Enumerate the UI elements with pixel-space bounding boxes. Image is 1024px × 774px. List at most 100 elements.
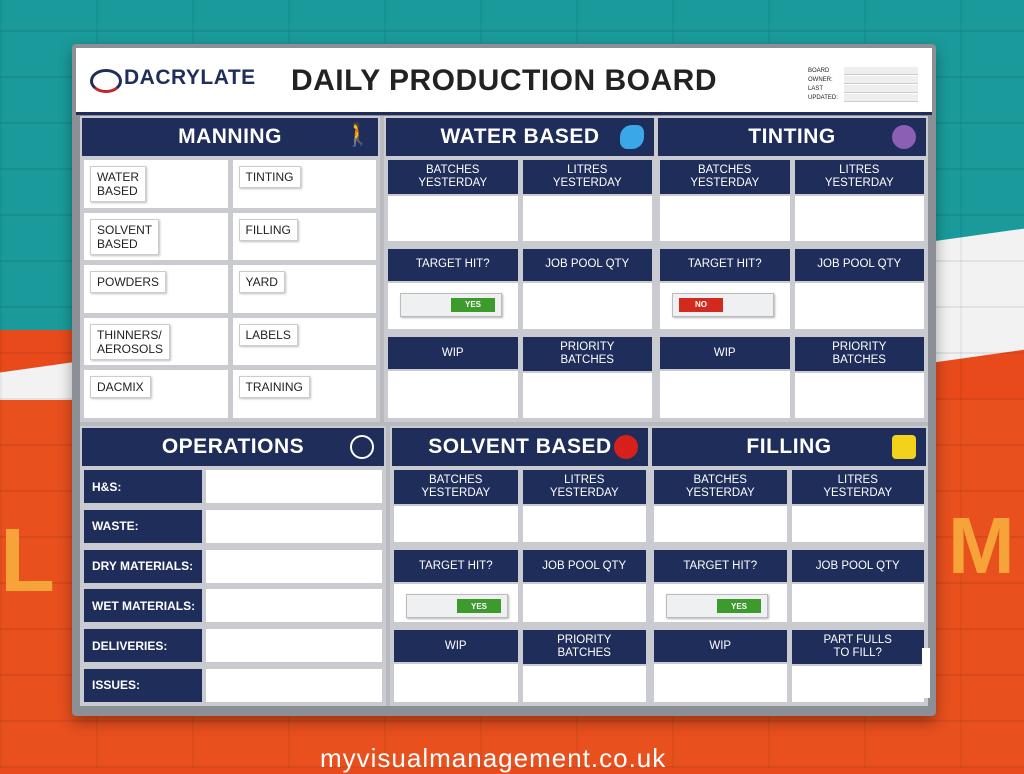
cell-label: PRIORITY BATCHES <box>522 630 646 664</box>
writing-area[interactable] <box>660 371 790 418</box>
manning-cell: YARD <box>232 265 376 313</box>
dacrylate-logo-icon <box>90 67 122 93</box>
meta-field <box>844 84 918 93</box>
board-header: DACRYLATE DAILY PRODUCTION BOARD BOARD O… <box>76 48 932 115</box>
cell-label: BATCHES YESTERDAY <box>654 470 787 504</box>
person-walking-icon: 🚶 <box>344 122 372 147</box>
writing-area[interactable] <box>654 664 787 702</box>
batches-yesterday: BATCHES YESTERDAY <box>660 160 790 241</box>
operations-title-text: OPERATIONS <box>161 435 305 458</box>
target-area: YES <box>394 584 518 622</box>
water-based-section: WATER BASED BATCHES YESTERDAY LITRES YES… <box>384 116 656 422</box>
meta-field <box>844 93 918 102</box>
writing-area[interactable] <box>522 666 646 702</box>
writing-area[interactable] <box>522 373 652 418</box>
manning-tag[interactable]: TRAINING <box>238 376 310 399</box>
manning-tag[interactable]: WATER BASED <box>90 166 146 202</box>
meta-label: LAST <box>808 85 824 92</box>
cell-label: TARGET HIT? <box>654 550 787 582</box>
board-meta: BOARD OWNER: LAST UPDATED: <box>808 66 918 102</box>
yes-no-slider[interactable]: NO <box>672 292 774 317</box>
writing-area[interactable] <box>388 371 518 418</box>
target-hit: TARGET HIT? YES <box>654 550 787 622</box>
manning-tag[interactable]: YARD <box>238 271 285 294</box>
operations-field[interactable] <box>206 470 382 503</box>
cell-label: LITRES YESTERDAY <box>791 470 924 504</box>
operations-field[interactable] <box>206 509 382 543</box>
paint-splash-icon <box>620 125 644 149</box>
cell-label: JOB POOL QTY <box>794 248 924 281</box>
manning-tag[interactable]: FILLING <box>238 218 298 241</box>
palette-icon <box>892 125 916 149</box>
water-based-grid: BATCHES YESTERDAY LITRES YESTERDAY TARGE… <box>388 160 652 418</box>
operations-label: DRY MATERIALS: <box>84 549 202 583</box>
target-hit: TARGET HIT? YES <box>394 550 518 622</box>
manning-grid: WATER BASED TINTING SOLVENT BASED FILLIN… <box>84 160 376 418</box>
batches-yesterday: BATCHES YESTERDAY <box>654 470 787 542</box>
writing-area[interactable] <box>388 196 518 241</box>
job-pool-qty: JOB POOL QTY <box>522 248 652 330</box>
meta-label: BOARD <box>808 67 830 74</box>
manning-tag[interactable]: THINNERS/ AEROSOLS <box>90 323 171 360</box>
writing-area[interactable] <box>394 664 518 702</box>
manning-tag[interactable]: DACMIX <box>90 376 151 399</box>
writing-area[interactable] <box>791 584 924 622</box>
batches-yesterday: BATCHES YESTERDAY <box>388 160 518 241</box>
writing-area[interactable] <box>791 666 924 702</box>
manning-section: MANNING 🚶 WATER BASED TINTING SOLVENT BA… <box>80 116 380 422</box>
manning-tag[interactable]: LABELS <box>238 323 298 346</box>
cell-label: PRIORITY BATCHES <box>794 337 924 372</box>
operations-row: WASTE: <box>84 509 382 543</box>
batches-yesterday: BATCHES YESTERDAY <box>394 470 518 542</box>
wip: WIP <box>388 337 518 418</box>
writing-area[interactable] <box>794 282 924 330</box>
writing-area[interactable] <box>794 196 924 241</box>
cell-label: PART FULLS TO FILL? <box>791 630 924 664</box>
writing-area[interactable] <box>794 373 924 418</box>
manning-cell: WATER BASED <box>84 160 228 208</box>
manning-tag[interactable]: TINTING <box>238 166 301 188</box>
writing-area[interactable] <box>522 196 652 241</box>
wip: WIP <box>394 630 518 702</box>
cell-label: WIP <box>654 630 787 662</box>
cell-label: TARGET HIT? <box>394 550 518 582</box>
manning-tag[interactable]: POWDERS <box>90 271 167 294</box>
toggle-value: YES <box>717 599 761 613</box>
writing-area[interactable] <box>791 506 924 542</box>
litres-yesterday: LITRES YESTERDAY <box>794 160 924 241</box>
manning-tag[interactable]: SOLVENT BASED <box>90 218 160 255</box>
writing-area[interactable] <box>522 282 652 330</box>
yes-no-slider[interactable]: YES <box>666 594 768 618</box>
operations-label: H&S: <box>84 470 202 503</box>
yes-no-slider[interactable]: YES <box>406 594 508 618</box>
yes-no-slider[interactable]: YES <box>400 292 502 317</box>
writing-area[interactable] <box>522 584 646 622</box>
target-hit: TARGET HIT? YES <box>388 248 518 330</box>
filling-section: FILLING BATCHES YESTERDAY LITRES YESTERD… <box>650 426 930 706</box>
solvent-based-grid: BATCHES YESTERDAY LITRES YESTERDAY TARGE… <box>394 470 646 702</box>
board-credit-tag <box>922 648 930 698</box>
wip: WIP <box>654 630 787 702</box>
tinting-grid: BATCHES YESTERDAY LITRES YESTERDAY TARGE… <box>660 160 924 418</box>
writing-area[interactable] <box>654 506 787 542</box>
operations-field[interactable] <box>206 668 382 702</box>
cell-label: WIP <box>388 337 518 370</box>
writing-area[interactable] <box>394 506 518 542</box>
operations-label: WET MATERIALS: <box>84 589 202 623</box>
paint-can-icon <box>892 435 916 459</box>
cell-label: BATCHES YESTERDAY <box>388 160 518 194</box>
manning-cell: TINTING <box>232 160 376 208</box>
toggle-value: YES <box>457 599 501 613</box>
cell-label: JOB POOL QTY <box>522 248 652 281</box>
cell-label: LITRES YESTERDAY <box>794 160 924 194</box>
operations-field[interactable] <box>206 589 382 623</box>
operations-field[interactable] <box>206 549 382 583</box>
water-based-title: WATER BASED <box>386 118 654 156</box>
writing-area[interactable] <box>660 196 790 241</box>
manning-cell: DACMIX <box>84 370 228 418</box>
writing-area[interactable] <box>522 506 646 542</box>
target-area: NO <box>660 282 790 330</box>
solvent-based-title-text: SOLVENT BASED <box>428 435 612 458</box>
operations-label: ISSUES: <box>84 668 202 702</box>
operations-field[interactable] <box>206 629 382 663</box>
